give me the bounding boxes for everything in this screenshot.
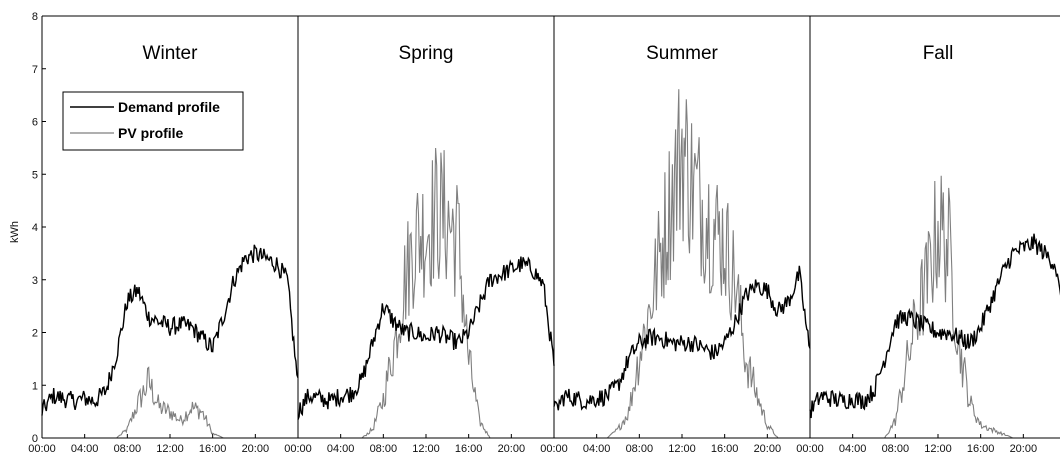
x-tick-label: 00:00 [540, 443, 568, 455]
legend: Demand profile PV profile [62, 91, 244, 151]
legend-box [62, 91, 244, 151]
demand-line-winter [41, 244, 299, 416]
pv-line-summer [554, 89, 810, 439]
panel-title-spring: Spring [399, 43, 454, 64]
x-tick-label: 08:00 [114, 443, 142, 455]
axes-layer: Winter 00:00 04:00 08:00 12:00 16:00 20:00 Spri… [28, 11, 1060, 455]
x-tick-label: 16:00 [711, 443, 739, 455]
x-tick-label: 12:00 [412, 443, 440, 455]
panel-title-summer: Summer [646, 43, 718, 64]
panel-title-winter: Winter [143, 43, 199, 64]
x-tick-label: 12:00 [668, 443, 696, 455]
x-tick-label: 00:00 [796, 443, 824, 455]
demand-line-fall [809, 233, 1060, 419]
x-tick-label: 08:00 [882, 443, 910, 455]
x-tick-label: 20:00 [498, 443, 526, 455]
x-tick-label: 00:00 [28, 443, 56, 455]
x-tick-label: 08:00 [370, 443, 398, 455]
y-tick-label: 7 [32, 64, 38, 76]
y-tick-label: 4 [32, 222, 38, 234]
x-tick-label: 12:00 [156, 443, 184, 455]
x-tick-label: 16:00 [455, 443, 483, 455]
y-tick-label: 5 [32, 169, 38, 181]
x-tick-label: 16:00 [967, 443, 995, 455]
x-tick-label: 08:00 [626, 443, 654, 455]
x-tick-label: 12:00 [924, 443, 952, 455]
x-tick-label: 20:00 [754, 443, 782, 455]
x-tick-label: 20:00 [1010, 443, 1038, 455]
panel-title-fall: Fall [923, 43, 954, 64]
demand-line-summer [553, 265, 811, 411]
x-tick-label: 16:00 [199, 443, 227, 455]
y-tick-label: 0 [32, 433, 38, 445]
legend-demand-label: Demand profile [118, 99, 220, 115]
pv-line-fall [810, 175, 1060, 439]
demand-line-spring [297, 256, 555, 420]
y-tick-label: 1 [32, 380, 38, 392]
pv-line-winter [42, 366, 298, 439]
x-tick-label: 00:00 [284, 443, 312, 455]
legend-pv-label: PV profile [118, 125, 184, 141]
pv-line-spring [298, 147, 554, 439]
x-tick-label: 04:00 [839, 443, 867, 455]
y-tick-label: 6 [32, 117, 38, 129]
y-tick-label: 3 [32, 275, 38, 287]
x-tick-label: 04:00 [327, 443, 355, 455]
x-tick-label: 04:00 [583, 443, 611, 455]
y-tick-label: 2 [32, 328, 38, 340]
y-tick-label: 8 [32, 11, 38, 23]
x-tick-label: 04:00 [71, 443, 99, 455]
y-axis-label: kWh [9, 221, 21, 243]
x-tick-label: 20:00 [242, 443, 270, 455]
